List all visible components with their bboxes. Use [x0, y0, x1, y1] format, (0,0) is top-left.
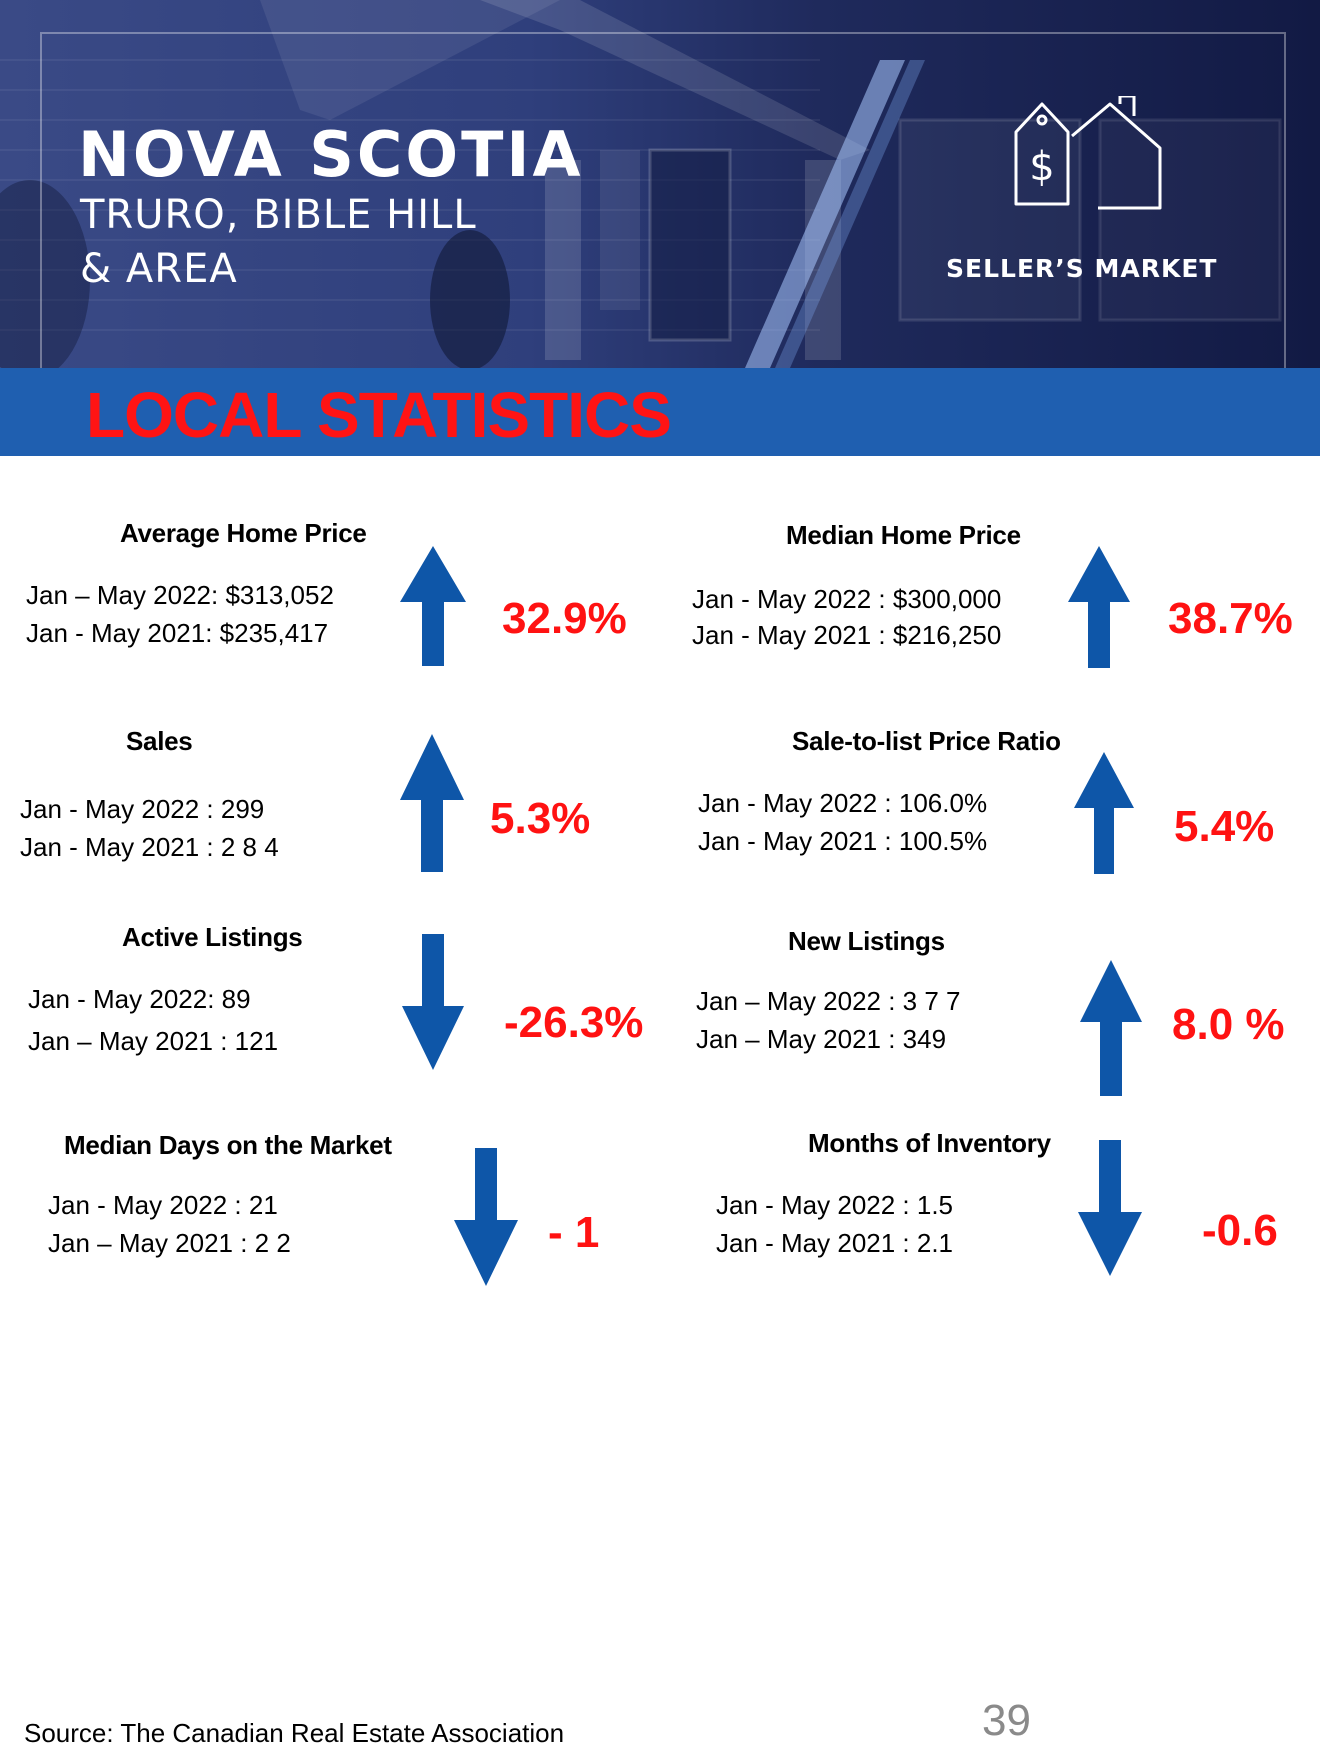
hero-frame — [40, 32, 1286, 368]
stat-2022-months-of-inventory: Jan - May 2022 : 1.5 — [716, 1190, 954, 1220]
stat-title-average-home-price: Average Home Price — [120, 518, 367, 548]
house-price-tag-icon: $ — [1014, 96, 1162, 210]
region-subtitle-line1: TRURO, BIBLE HILL — [80, 192, 477, 238]
stat-change-months-of-inventory: -0.6 — [1202, 1206, 1278, 1255]
stat-2022-active-listings: Jan - May 2022: 89 — [28, 984, 251, 1014]
stat-2021-active-listings: Jan – May 2021 : 121 — [28, 1026, 279, 1056]
stat-2021-months-of-inventory: Jan - May 2021 : 2.1 — [716, 1228, 954, 1258]
stat-2021-median-days-on-market: Jan – May 2021 : 2 2 — [48, 1228, 291, 1258]
stat-change-active-listings: -26.3% — [504, 998, 644, 1047]
stat-2022-new-listings: Jan – May 2022 : 3 7 7 — [696, 986, 961, 1016]
section-band — [0, 368, 1320, 456]
stat-2022-sales: Jan - May 2022 : 299 — [20, 794, 265, 824]
stat-2022-sale-to-list-ratio: Jan - May 2022 : 106.0% — [698, 788, 988, 818]
stat-2021-median-home-price: Jan - May 2021 : $216,250 — [692, 620, 1002, 650]
stat-change-median-home-price: 38.7% — [1168, 594, 1293, 643]
source-citation: Source: The Canadian Real Estate Associa… — [24, 1718, 565, 1748]
arrow-down-icon — [454, 1148, 518, 1286]
stat-title-sales: Sales — [126, 726, 193, 756]
arrow-down-icon — [402, 934, 464, 1070]
market-type-label: SELLER’S MARKET — [946, 254, 1218, 283]
stat-2022-median-days-on-market: Jan - May 2022 : 21 — [48, 1190, 278, 1220]
arrow-up-icon — [400, 546, 466, 666]
stat-change-new-listings: 8.0 % — [1172, 1000, 1285, 1049]
section-title: LOCAL STATISTICS — [86, 379, 672, 451]
stat-title-median-days-on-market: Median Days on the Market — [64, 1130, 392, 1160]
svg-text:$: $ — [1029, 144, 1054, 190]
region-subtitle-line2: & AREA — [80, 246, 238, 292]
stat-title-new-listings: New Listings — [788, 926, 945, 956]
stat-2022-average-home-price: Jan – May 2022: $313,052 — [26, 580, 334, 610]
stat-change-sales: 5.3% — [490, 794, 591, 843]
arrow-up-icon — [400, 734, 464, 872]
stat-title-months-of-inventory: Months of Inventory — [808, 1128, 1051, 1158]
arrow-down-icon — [1078, 1140, 1142, 1276]
stat-change-sale-to-list-ratio: 5.4% — [1174, 802, 1275, 851]
stat-2021-new-listings: Jan – May 2021 : 349 — [696, 1024, 947, 1054]
stat-change-median-days-on-market: - 1 — [548, 1208, 600, 1257]
stat-title-active-listings: Active Listings — [122, 922, 303, 952]
hero-banner: NOVA SCOTIA TRURO, BIBLE HILL & AREA $ S… — [0, 0, 1320, 368]
stat-2022-median-home-price: Jan - May 2022 : $300,000 — [692, 584, 1002, 614]
arrow-up-icon — [1074, 752, 1134, 874]
region-title: NOVA SCOTIA — [78, 118, 584, 191]
stat-title-sale-to-list-ratio: Sale-to-list Price Ratio — [792, 726, 1061, 756]
page-number: 39 — [982, 1696, 1031, 1745]
arrow-up-icon — [1068, 546, 1130, 668]
house-background-image — [0, 0, 1282, 368]
stat-change-average-home-price: 32.9% — [502, 594, 627, 643]
stat-2021-sale-to-list-ratio: Jan - May 2021 : 100.5% — [698, 826, 988, 856]
arrow-up-icon — [1080, 960, 1142, 1096]
stat-2021-sales: Jan - May 2021 : 2 8 4 — [20, 832, 279, 862]
stat-title-median-home-price: Median Home Price — [786, 520, 1021, 550]
stat-2021-average-home-price: Jan - May 2021: $235,417 — [26, 618, 329, 648]
